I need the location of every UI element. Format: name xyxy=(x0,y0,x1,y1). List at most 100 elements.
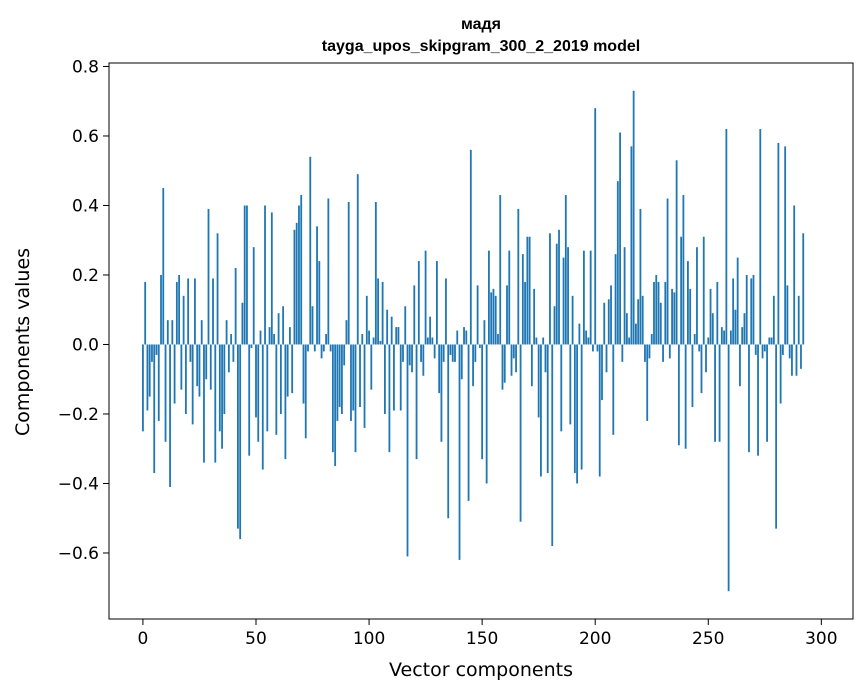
bar-86 xyxy=(336,344,339,421)
bar-133 xyxy=(442,344,445,362)
bar-264 xyxy=(739,344,741,387)
bar-117 xyxy=(406,344,409,557)
bar-194 xyxy=(580,344,583,470)
bar-164 xyxy=(512,344,515,359)
x-tick-label-150: 150 xyxy=(466,629,498,649)
bar-182 xyxy=(553,306,556,345)
bar-5 xyxy=(153,344,156,474)
bar-97 xyxy=(361,334,364,345)
bar-33 xyxy=(216,233,219,345)
bar-228 xyxy=(657,281,660,345)
bar-9 xyxy=(162,188,165,345)
bar-285 xyxy=(786,285,789,345)
bar-259 xyxy=(727,344,730,592)
bar-190 xyxy=(571,295,574,345)
bar-10 xyxy=(164,344,167,442)
bar-156 xyxy=(494,295,497,345)
bar-262 xyxy=(734,309,737,345)
bar-142 xyxy=(463,327,465,345)
bar-6 xyxy=(155,344,158,355)
bar-219 xyxy=(637,299,640,345)
bar-181 xyxy=(551,344,554,547)
bar-26 xyxy=(200,320,203,345)
bar-176 xyxy=(540,344,542,477)
bar-273 xyxy=(759,129,762,345)
bar-191 xyxy=(573,344,576,474)
bar-130 xyxy=(436,261,438,345)
bar-88 xyxy=(341,344,343,414)
bar-28 xyxy=(205,344,208,380)
bar-277 xyxy=(768,337,771,345)
bar-89 xyxy=(343,344,346,366)
bar-90 xyxy=(345,320,348,345)
bar-91 xyxy=(347,202,350,345)
bar-39 xyxy=(230,334,233,345)
bar-225 xyxy=(650,334,653,345)
bar-87 xyxy=(338,344,341,408)
bar-185 xyxy=(560,344,563,432)
bar-104 xyxy=(377,278,380,345)
bar-101 xyxy=(370,344,373,390)
bar-172 xyxy=(530,344,533,387)
bar-197 xyxy=(587,337,590,345)
bar-163 xyxy=(510,344,513,376)
bar-84 xyxy=(331,344,334,453)
bar-286 xyxy=(788,344,791,359)
bar-283 xyxy=(781,344,784,355)
bar-102 xyxy=(372,337,375,345)
bar-19 xyxy=(184,344,187,414)
chart-title: мадя xyxy=(461,16,501,33)
bar-240 xyxy=(684,344,687,449)
bar-248 xyxy=(702,236,705,345)
bar-236 xyxy=(675,160,678,345)
bar-27 xyxy=(203,344,205,463)
bar-221 xyxy=(641,295,644,345)
bar-160 xyxy=(503,344,506,383)
bar-7 xyxy=(157,344,160,421)
bar-187 xyxy=(564,195,567,345)
bar-123 xyxy=(420,344,422,362)
bar-62 xyxy=(282,306,285,345)
bar-173 xyxy=(533,288,536,345)
bar-165 xyxy=(515,344,517,373)
bar-122 xyxy=(417,261,420,345)
bar-48 xyxy=(250,344,253,348)
bar-250 xyxy=(707,337,710,345)
bar-138 xyxy=(454,344,456,362)
bar-256 xyxy=(720,327,723,345)
chart-subtitle: tayga_upos_skipgram_300_2_2019 model xyxy=(322,38,640,55)
bar-157 xyxy=(497,334,499,345)
bar-8 xyxy=(160,274,162,345)
bar-222 xyxy=(644,344,646,362)
bar-237 xyxy=(677,344,680,446)
bar-268 xyxy=(748,344,750,453)
bar-170 xyxy=(526,236,529,345)
bar-43 xyxy=(239,344,242,540)
bar-45 xyxy=(243,205,246,345)
bar-229 xyxy=(659,302,662,345)
bar-247 xyxy=(700,344,703,394)
bar-105 xyxy=(379,341,382,345)
bar-209 xyxy=(614,254,617,345)
bar-118 xyxy=(408,344,411,366)
bar-272 xyxy=(757,344,759,456)
bar-65 xyxy=(289,327,291,345)
bar-177 xyxy=(542,337,545,345)
bar-14 xyxy=(173,344,176,404)
bar-11 xyxy=(166,320,169,345)
bar-series xyxy=(142,90,805,592)
bar-174 xyxy=(535,337,538,345)
bar-153 xyxy=(488,250,490,345)
bar-93 xyxy=(352,344,355,411)
bar-188 xyxy=(567,247,569,345)
bar-257 xyxy=(723,330,726,345)
bar-49 xyxy=(252,247,255,345)
bar-275 xyxy=(763,344,766,352)
bar-183 xyxy=(555,243,558,345)
bar-78 xyxy=(318,261,321,345)
bar-282 xyxy=(779,344,782,404)
bar-189 xyxy=(569,344,572,425)
bar-37 xyxy=(225,320,228,345)
axis-ticks: 0 50 100 150 200 250 300 −0.6 −0.4 −0.2 0.0 0.2 0.4 0… xyxy=(58,57,838,649)
bar-233 xyxy=(668,344,671,359)
